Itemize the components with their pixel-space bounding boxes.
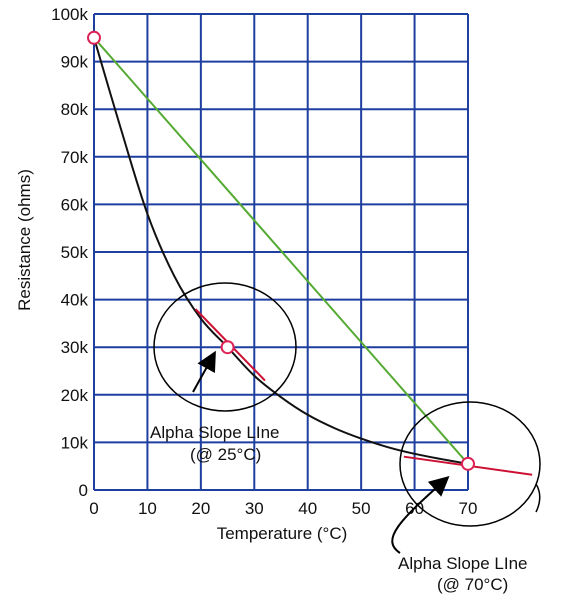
y-tick-label: 20k	[61, 386, 89, 405]
y-tick-label: 50k	[61, 243, 89, 262]
x-axis-label: Temperature (°C)	[217, 524, 348, 543]
x-axis-tick-labels: 0 10 20 30 40 50 60 70	[89, 499, 477, 518]
highlight-circle-25c	[153, 282, 297, 412]
grid	[93, 13, 469, 491]
arrow-70c	[391, 476, 450, 554]
y-axis-label: Resistance (ohms)	[15, 169, 34, 311]
arrow-25c	[192, 350, 216, 393]
data-point-marker-1	[220, 340, 235, 355]
y-tick-label: 70k	[61, 148, 89, 167]
data-point-marker-2	[461, 456, 475, 471]
x-tick-label: 0	[89, 499, 98, 518]
annotation-25c-line2: (@ 25°C)	[190, 445, 261, 464]
y-tick-label: 0	[79, 481, 88, 500]
series-line-straight	[93, 37, 469, 465]
y-tick-label: 30k	[61, 338, 89, 357]
annotation-70c-line1: Alpha Slope LIne	[398, 554, 528, 573]
x-tick-label: 40	[298, 499, 317, 518]
series-line-curve	[93, 37, 469, 465]
y-tick-label: 80k	[61, 100, 89, 119]
x-tick-label: 70	[459, 499, 478, 518]
y-tick-label: 100k	[51, 5, 88, 24]
highlight-circle-70c-tail	[535, 483, 541, 513]
x-tick-label: 30	[245, 499, 264, 518]
annotation-25c-line1: Alpha Slope LIne	[150, 423, 280, 442]
annotation-70c-line2: (@ 70°C)	[437, 575, 508, 594]
y-tick-label: 40k	[61, 291, 89, 310]
y-tick-label: 10k	[61, 433, 89, 452]
y-tick-label: 60k	[61, 195, 89, 214]
highlight-circle-70c	[399, 401, 541, 527]
data-point-marker-0	[87, 30, 101, 45]
x-tick-label: 20	[191, 499, 210, 518]
x-tick-label: 50	[352, 499, 371, 518]
y-tick-label: 90k	[61, 53, 89, 72]
x-tick-label: 10	[138, 499, 157, 518]
y-axis-tick-labels: 0 10k 20k 30k 40k 50k 60k 70k 80k 90k 100k	[51, 5, 88, 500]
series-layer	[93, 37, 469, 465]
marker-layer	[87, 30, 475, 471]
